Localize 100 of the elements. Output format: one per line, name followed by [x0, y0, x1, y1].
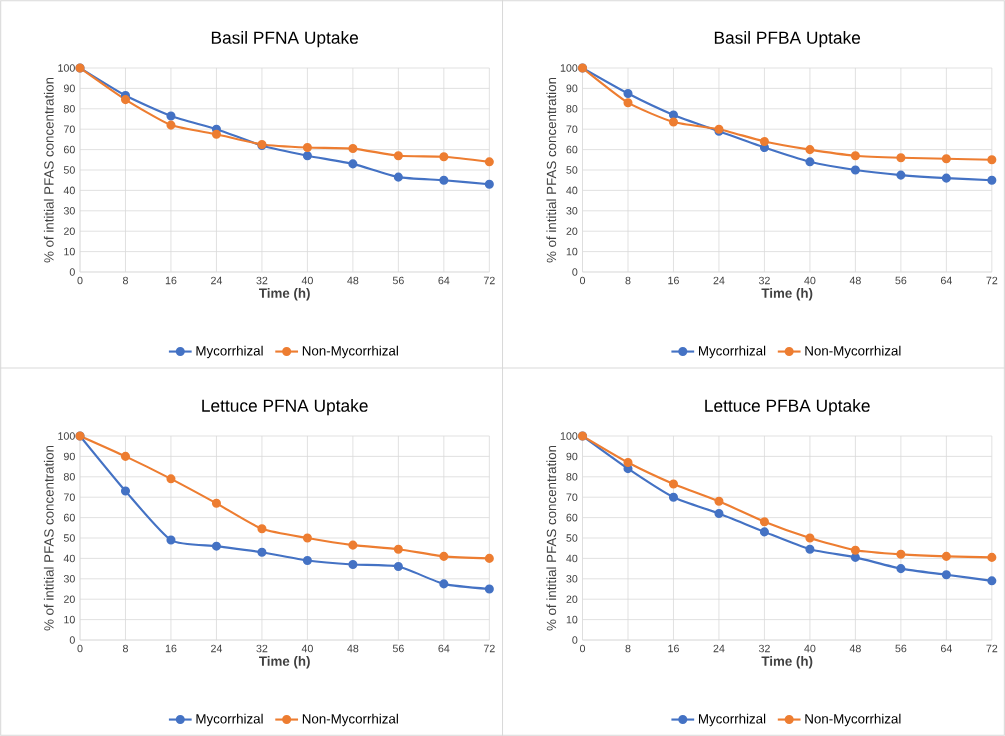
x-tick-label: 24 [713, 276, 725, 285]
x-tick-label: 32 [256, 276, 268, 285]
y-tick-label: 30 [63, 575, 75, 583]
y-tick-label: 70 [566, 125, 578, 133]
y-tick-label: 100 [560, 64, 578, 72]
y-tick-label: 50 [63, 166, 75, 174]
y-axis-title: % of intitial PFAS concentration [43, 445, 54, 631]
x-tick-label: 32 [758, 276, 770, 285]
y-tick-label: 10 [64, 247, 75, 256]
y-tick-label: 10 [64, 615, 75, 624]
x-tick-label: 48 [347, 276, 359, 285]
x-tick-label: 56 [392, 276, 404, 285]
y-tick-label: 100 [58, 64, 75, 72]
x-tick-label: 48 [849, 644, 861, 653]
y-tick-label: 60 [63, 513, 75, 522]
y-tick-label: 20 [63, 227, 75, 235]
x-tick-label: 8 [625, 276, 631, 285]
y-tick-label: 100 [560, 432, 578, 440]
chart-title: Basil PFBA Uptake [714, 31, 861, 48]
legend-label: Non-Mycorrhizal [805, 345, 901, 359]
x-tick-label: 16 [668, 644, 679, 653]
x-tick-label: 72 [483, 644, 495, 653]
y-tick-label: 0 [572, 268, 578, 276]
x-tick-label: 24 [713, 644, 725, 653]
chart-title: Lettuce PFBA Uptake [705, 399, 870, 416]
x-tick-label: 16 [668, 276, 679, 285]
y-tick-label: 40 [566, 554, 578, 563]
x-tick-label: 24 [211, 276, 223, 285]
x-tick-label: 40 [301, 276, 313, 285]
x-tick-label: 16 [165, 644, 177, 653]
y-tick-label: 60 [566, 513, 578, 522]
y-tick-label: 80 [566, 473, 578, 481]
y-tick-label: 90 [566, 84, 578, 93]
y-tick-label: 40 [63, 186, 75, 195]
y-tick-label: 30 [566, 207, 578, 215]
y-tick-label: 20 [63, 595, 75, 603]
y-tick-label: 100 [58, 432, 75, 440]
legend-label: Mycorrhizal [196, 345, 263, 359]
y-axis-title: % of intitial PFAS concentration [546, 77, 557, 263]
y-tick-label: 50 [566, 534, 578, 542]
x-tick-label: 56 [895, 644, 907, 653]
y-tick-label: 0 [69, 636, 75, 644]
x-tick-label: 48 [849, 276, 861, 285]
x-tick-label: 64 [438, 276, 450, 285]
x-tick-label: 16 [165, 276, 177, 285]
x-tick-label: 0 [77, 644, 83, 653]
legend-label: Non-Mycorrhizal [302, 713, 398, 727]
x-tick-label: 72 [986, 276, 998, 285]
y-tick-label: 70 [63, 493, 75, 501]
x-tick-label: 24 [211, 644, 223, 653]
y-tick-label: 80 [566, 105, 578, 113]
y-axis-title: % of intitial PFAS concentration [43, 77, 54, 263]
x-tick-label: 40 [804, 276, 816, 285]
y-tick-label: 70 [566, 493, 578, 501]
y-tick-label: 30 [63, 207, 75, 215]
y-tick-label: 20 [566, 595, 578, 603]
y-tick-label: 80 [63, 105, 75, 113]
y-tick-label: 80 [63, 473, 75, 481]
y-tick-label: 40 [566, 186, 578, 195]
y-tick-label: 10 [566, 247, 578, 256]
y-tick-label: 90 [566, 452, 578, 461]
legend-label: Non-Mycorrhizal [805, 713, 901, 727]
x-tick-label: 0 [579, 276, 586, 285]
x-tick-label: 72 [986, 644, 998, 653]
y-tick-label: 70 [63, 125, 75, 133]
x-tick-label: 72 [483, 276, 495, 285]
y-tick-label: 50 [566, 166, 578, 174]
x-tick-label: 64 [438, 644, 450, 653]
chart-title: Lettuce PFNA Uptake [202, 399, 368, 416]
x-axis-title: Time (h) [259, 288, 310, 301]
x-axis-title: Time (h) [259, 656, 310, 669]
y-axis-title: % of intitial PFAS concentration [546, 445, 557, 631]
y-tick-label: 90 [63, 452, 75, 461]
y-tick-label: 0 [69, 268, 75, 276]
x-tick-label: 8 [122, 644, 128, 653]
y-tick-label: 20 [566, 227, 578, 235]
x-axis-title: Time (h) [761, 656, 813, 669]
x-tick-label: 48 [347, 644, 359, 653]
x-tick-label: 8 [122, 276, 128, 285]
x-tick-label: 64 [940, 276, 952, 285]
y-tick-label: 60 [566, 145, 578, 154]
x-tick-label: 64 [940, 644, 952, 653]
x-tick-label: 0 [579, 644, 586, 653]
x-tick-label: 32 [256, 644, 268, 653]
legend-label: Mycorrhizal [698, 713, 766, 727]
y-tick-label: 60 [63, 145, 75, 154]
x-axis-title: Time (h) [761, 288, 813, 301]
y-tick-label: 30 [566, 575, 578, 583]
x-tick-label: 0 [77, 276, 83, 285]
x-tick-label: 32 [758, 644, 770, 653]
y-tick-label: 10 [566, 615, 578, 624]
legend-label: Mycorrhizal [698, 345, 766, 359]
x-tick-label: 56 [895, 276, 907, 285]
y-tick-label: 0 [572, 636, 578, 644]
x-tick-label: 56 [392, 644, 404, 653]
x-tick-label: 40 [804, 644, 816, 653]
y-tick-label: 40 [63, 554, 75, 563]
y-tick-label: 50 [63, 534, 75, 542]
x-tick-label: 8 [625, 644, 631, 653]
y-tick-label: 90 [63, 84, 75, 93]
